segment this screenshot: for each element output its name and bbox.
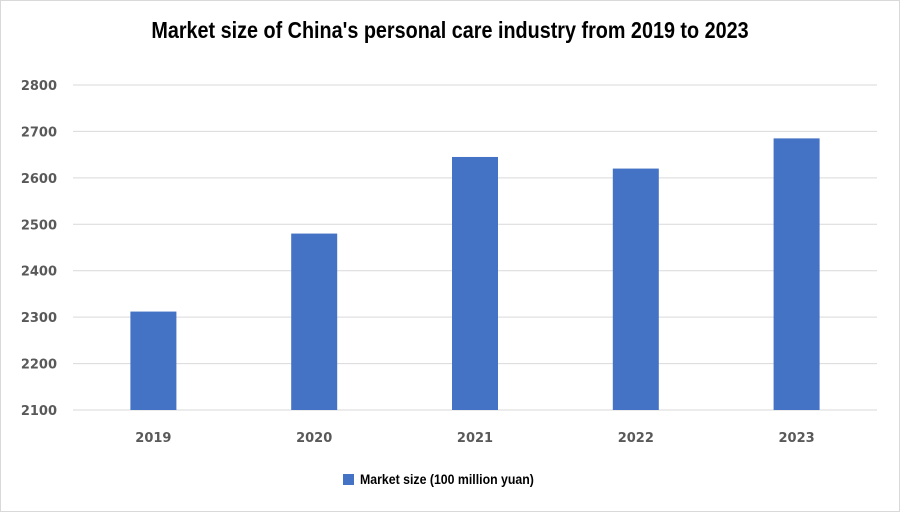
y-axis-ticks: 2100 2200 2300 2400 2500 2600 2700 2800 [21,79,57,419]
y-tick-label: 2200 [21,358,57,373]
legend-label: Market size (100 million yuan) [359,471,534,487]
x-tick-label: 2022 [618,431,654,446]
bars [130,138,820,410]
legend-swatch [342,473,354,485]
y-tick-label: 2800 [21,79,57,94]
bar-2019 [130,311,177,410]
chart-title: Market size of China's personal care ind… [151,17,749,43]
x-tick-label: 2023 [779,431,815,446]
bar-2022 [612,168,659,410]
x-tick-label: 2019 [135,431,171,446]
y-tick-label: 2600 [21,172,57,187]
x-tick-label: 2020 [296,431,332,446]
y-tick-label: 2300 [21,311,57,326]
bar-2023 [773,138,820,410]
bar-2021 [452,156,498,410]
y-tick-label: 2100 [21,404,57,419]
bar-2020 [291,233,338,410]
y-tick-label: 2500 [21,218,57,233]
x-axis-ticks: 2019 2020 2021 2022 2023 [135,431,814,446]
y-tick-label: 2700 [21,125,57,140]
legend: Market size (100 million yuan) [1,471,899,487]
y-tick-label: 2400 [21,265,57,280]
x-tick-label: 2021 [457,431,493,446]
